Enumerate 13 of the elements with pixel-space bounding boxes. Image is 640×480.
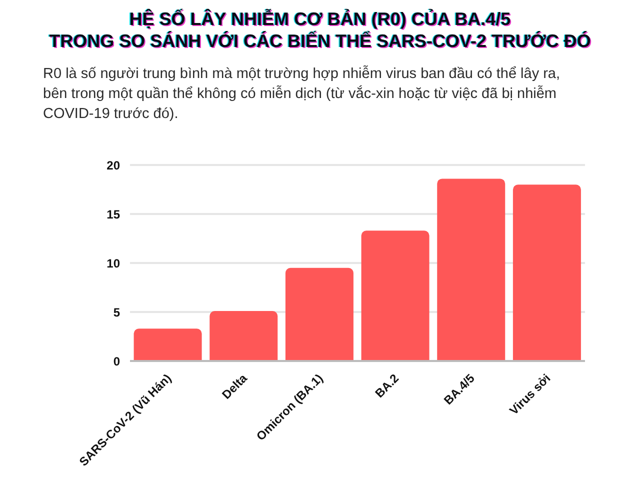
- bar: [134, 328, 202, 361]
- y-tick-label: 10: [106, 256, 120, 270]
- bar: [512, 184, 581, 361]
- chart-subtitle: R0 là số người trung bình mà một trường hợp nhiễm virus ban đầu có thể lây ra, bên trong một quần thể không có miễn dịch (từ vắc-xin hoặc từ việc đã bị nhiễm COVID-19 trước đó).: [43, 64, 562, 124]
- chart-title: HỆ SỐ LÂY NHIỄM CƠ BẢN (R0) CỦA BA.4/5 TRONG SO SÁNH VỚI CÁC BIẾN THỂ SARS-COV-2 TRƯỚC ĐÓ: [48, 8, 592, 52]
- y-tick-label: 20: [106, 158, 120, 172]
- y-tick-label: 15: [106, 207, 120, 222]
- bar: [437, 178, 506, 361]
- bar: [210, 311, 278, 361]
- y-tick-label: 0: [113, 354, 120, 368]
- bar: [361, 230, 430, 361]
- bar: [285, 268, 354, 361]
- y-tick-label: 5: [113, 305, 120, 320]
